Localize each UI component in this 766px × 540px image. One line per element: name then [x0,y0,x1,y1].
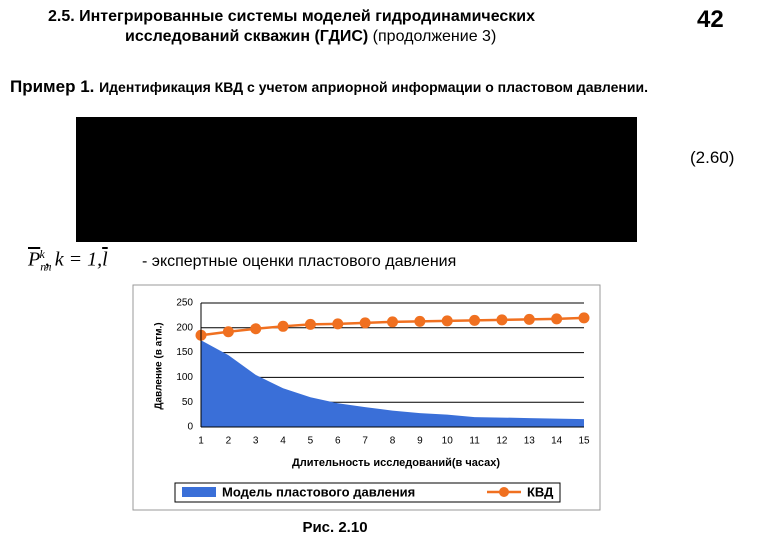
marker [277,320,289,332]
marker [250,323,262,335]
title: исследований скважин (ГДИС) (продолжение… [125,28,496,46]
formula-limit: l [102,248,108,271]
area [201,340,584,427]
y-tick-label: 150 [176,347,193,358]
marker [469,314,481,326]
x-axis-label: Длительность исследований(в часах) [292,457,500,469]
legend-swatch [182,487,216,497]
marker [304,318,316,330]
x-tick-label: 6 [335,436,341,447]
page-number: 42 [697,6,724,33]
y-tick-label: 200 [176,322,193,333]
example: Пример 1. Идентификация КВД с учетом апр… [10,77,648,97]
x-tick-label: 2 [226,436,232,447]
example-label: Пример 1. [10,77,95,96]
x-tick-label: 5 [308,436,314,447]
formula-description: - экспертные оценки пластового давления [142,253,457,270]
formula-image [76,117,637,242]
x-tick-label: 9 [417,436,423,447]
marker [441,315,453,327]
marker [387,316,398,328]
example-text: Идентификация КВД с учетом априорной инф… [99,79,648,95]
equation-number: (2.60) [690,148,735,167]
y-axis-label: Давление (в атм.) [154,322,165,409]
x-tick-label: 11 [469,436,480,447]
marker [359,317,371,329]
x-tick-label: 7 [362,436,368,447]
marker [222,326,234,338]
marker [551,313,563,325]
marker [414,315,426,327]
x-tick-label: 12 [496,436,508,447]
legend [174,482,561,503]
formula-sub: пл [40,259,52,274]
title: 2.5. Интегрированные системы моделей гид… [48,8,536,25]
y-tick-label: 0 [187,422,193,433]
formula-symbol: P [28,248,41,271]
y-tick-label: 50 [182,397,194,408]
y-tick-label: 250 [176,298,193,309]
x-tick-label: 10 [442,436,454,447]
legend-swatch [499,487,509,497]
marker [332,318,344,330]
marker [496,314,508,326]
title-rest: (продолжение 3) [372,28,497,45]
formula: Pплk, k = 1,l [28,247,108,275]
legend-label: КВД [527,484,554,499]
formula-sup: k [39,247,45,261]
x-tick-label: 1 [198,436,204,447]
formula-middle: , k = 1, [44,248,103,271]
caption: Рис. 2.10 [302,519,367,536]
title-bold: исследований скважин (ГДИС) [125,28,369,45]
legend-label: Модель пластового давления [222,484,415,499]
x-tick-label: 15 [578,436,590,447]
x-tick-label: 4 [280,436,286,447]
x-tick-label: 14 [551,436,563,447]
x-tick-label: 8 [390,436,396,447]
marker [523,313,535,325]
marker [578,312,590,324]
y-tick-label: 100 [176,372,193,383]
x-tick-label: 13 [524,436,536,447]
x-tick-label: 3 [253,436,259,447]
